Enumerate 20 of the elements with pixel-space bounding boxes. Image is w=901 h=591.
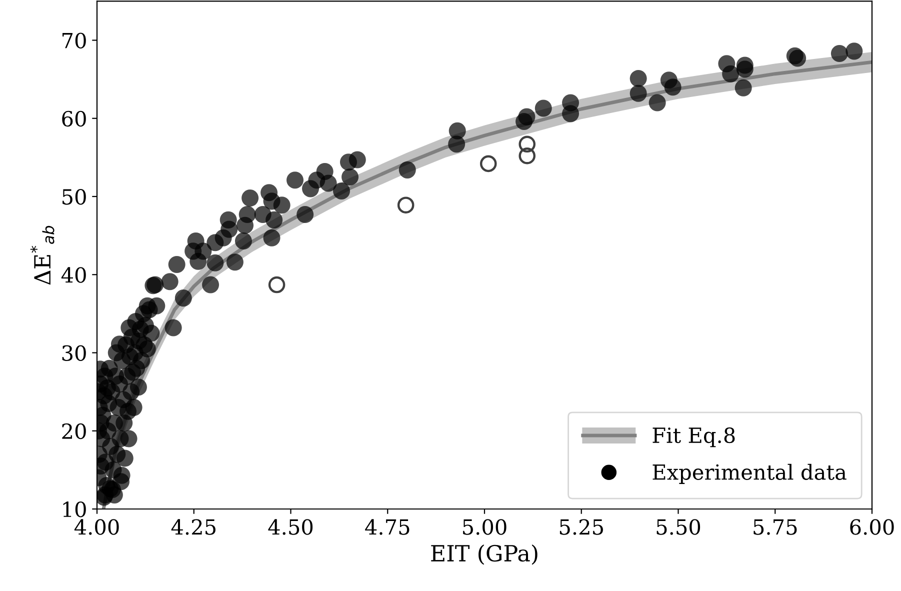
y-tick-label: 30 xyxy=(62,345,86,361)
x-tick-label: 4.75 xyxy=(365,519,410,535)
x-axis-title: EIT (GPa) xyxy=(431,544,538,565)
x-tick-label: 4.50 xyxy=(268,519,313,535)
legend-label: Experimental data xyxy=(652,464,846,484)
x-tick-label: 5.00 xyxy=(463,519,506,535)
x-tick-label: 4.00 xyxy=(74,519,119,535)
y-tick-label: 40 xyxy=(61,267,86,283)
x-tick-label: 4.25 xyxy=(171,519,216,535)
y-tick-label: 70 xyxy=(62,32,86,48)
y-axis-title: ΔE$^{*}$$_{ab}$ xyxy=(30,226,54,285)
y-tick-label: 50 xyxy=(62,188,86,205)
x-tick-label: 5.25 xyxy=(560,519,603,535)
y-tick-label: 10 xyxy=(63,501,86,518)
y-tick-label: 60 xyxy=(62,110,86,127)
y-tick-label: 20 xyxy=(62,423,86,440)
x-tick-label: 6.00 xyxy=(850,519,894,535)
x-tick-label: 5.50 xyxy=(656,519,700,535)
legend-label: Fit Eq.8 xyxy=(652,427,735,448)
x-tick-label: 5.75 xyxy=(754,519,797,535)
